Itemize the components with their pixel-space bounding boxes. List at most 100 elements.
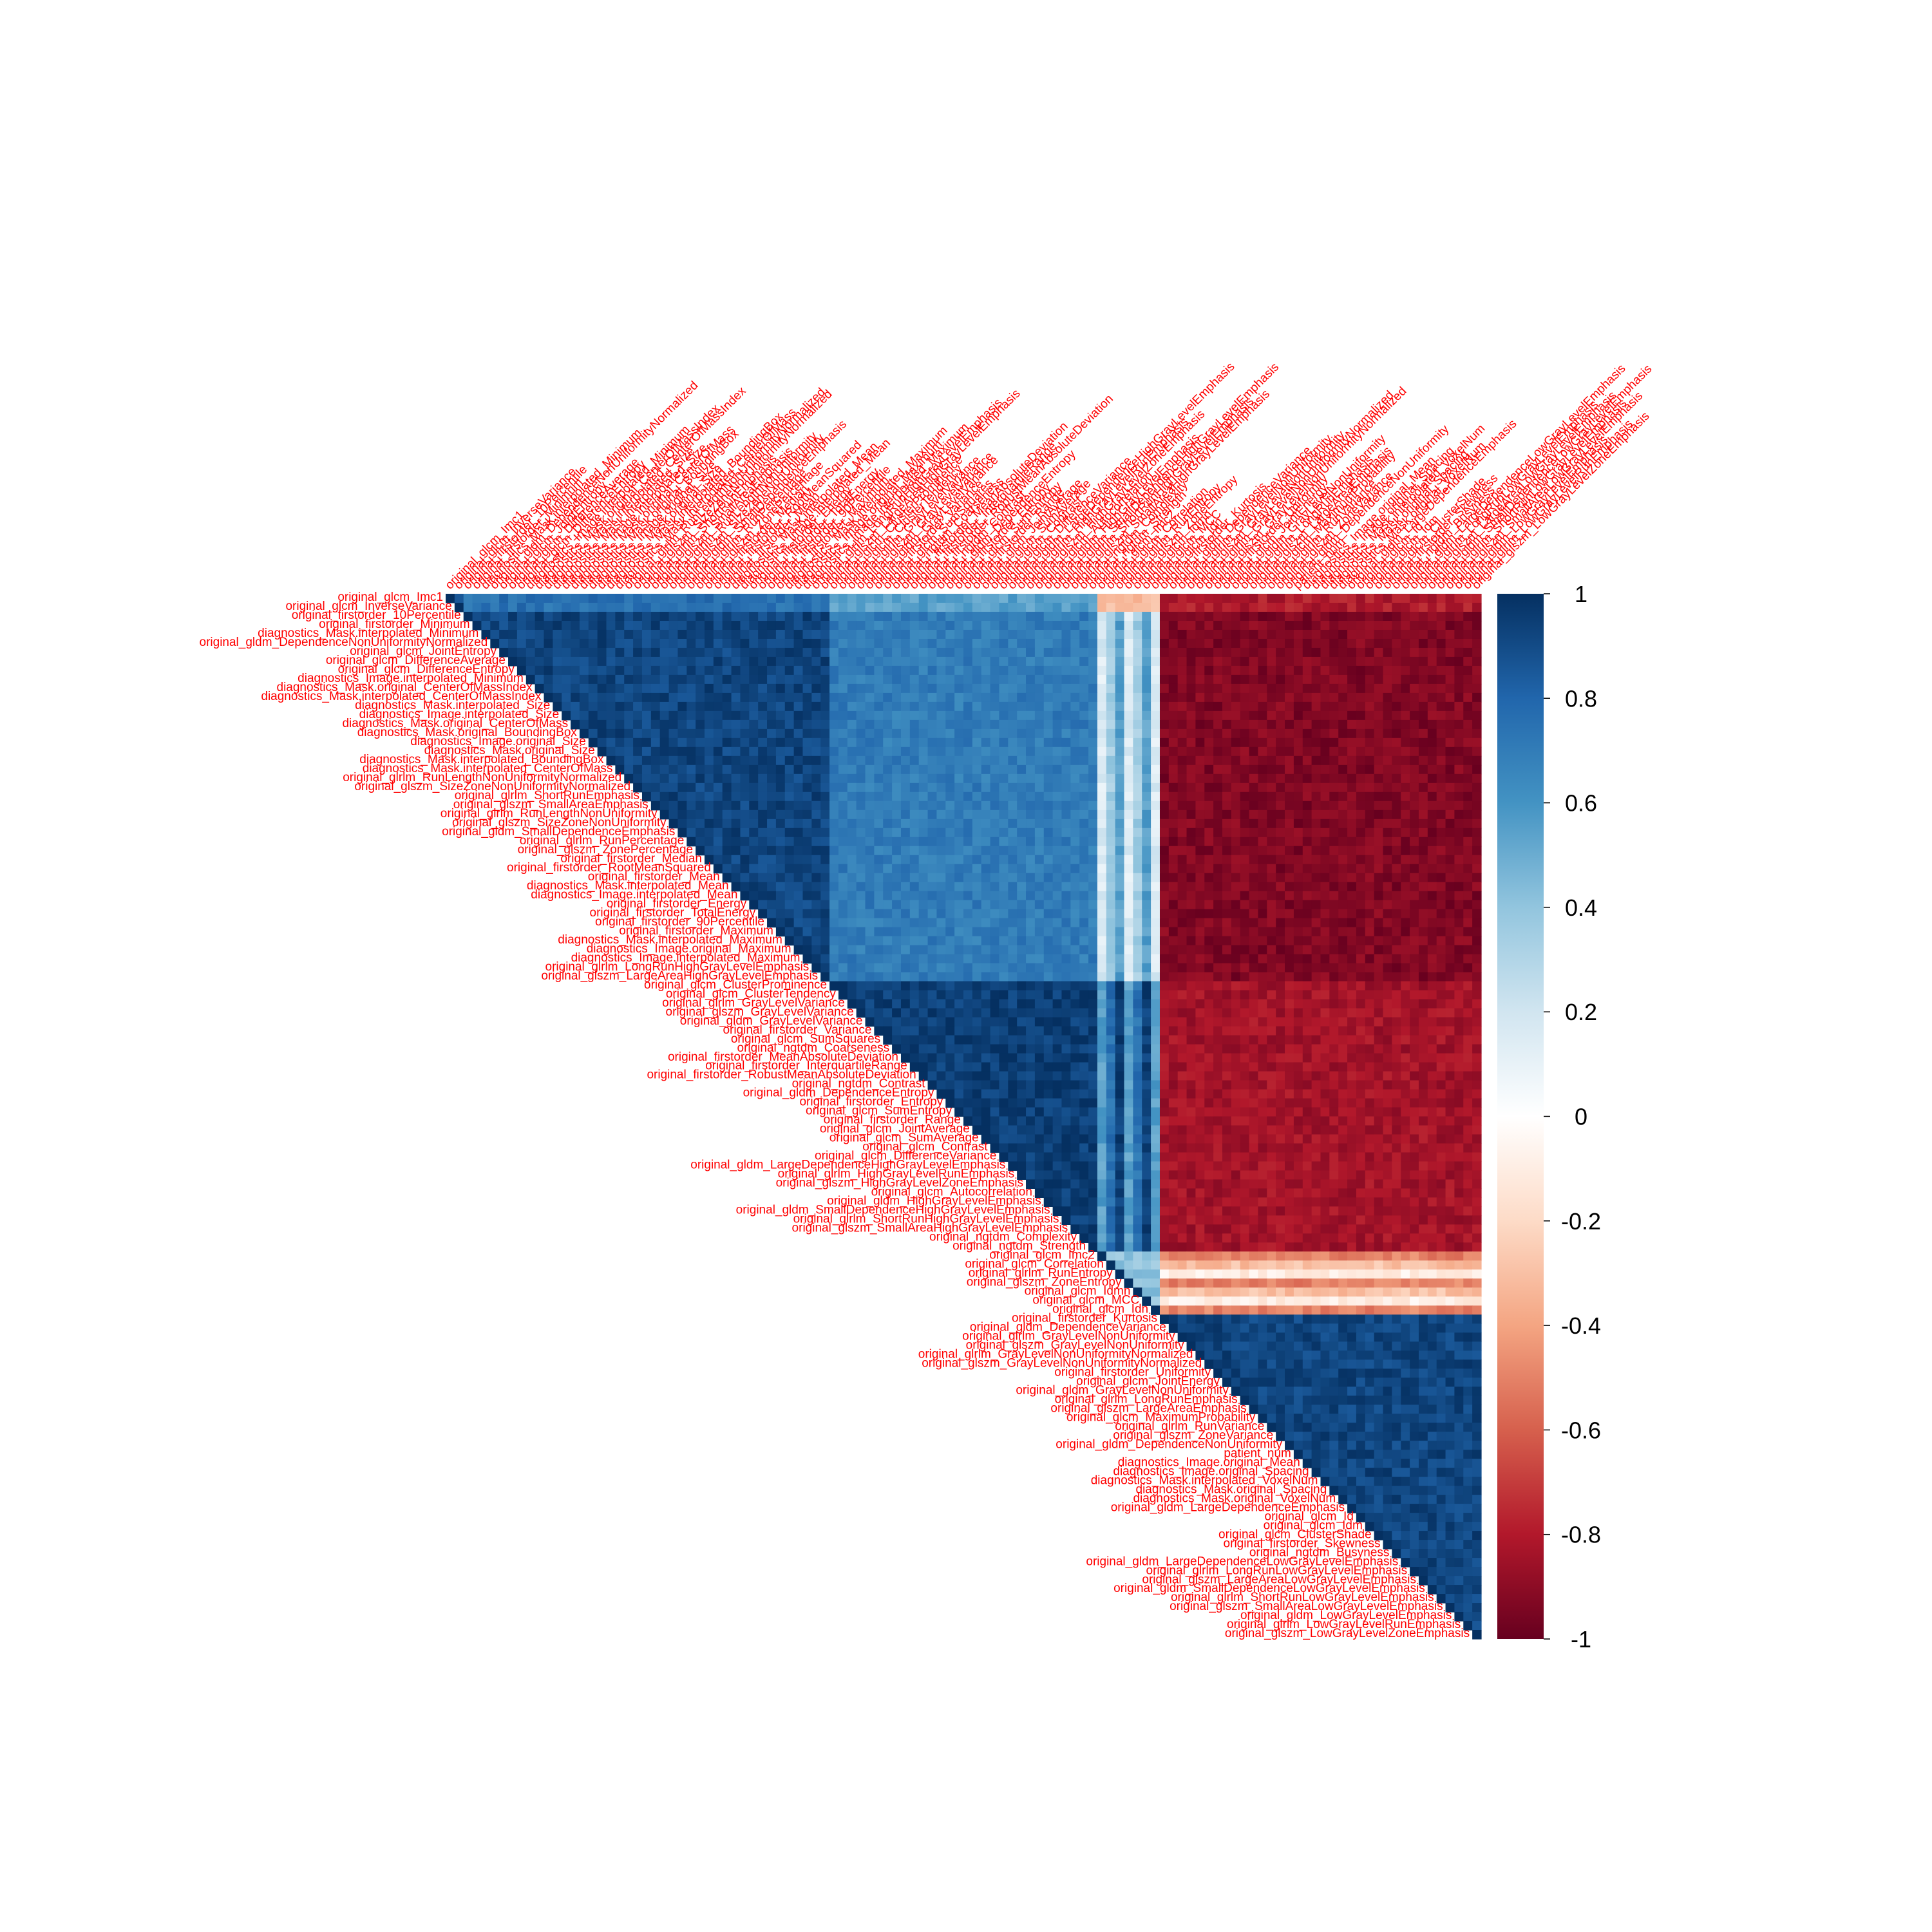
heatmap-cell	[963, 936, 973, 946]
heatmap-cell	[1231, 1080, 1241, 1090]
heatmap-cell	[1472, 647, 1482, 658]
heatmap-cell	[900, 665, 911, 676]
heatmap-cell	[1311, 800, 1321, 811]
heatmap-cell	[1293, 737, 1303, 748]
heatmap-cell	[1159, 846, 1170, 856]
heatmap-cell	[1061, 1071, 1071, 1081]
heatmap-cell	[1079, 918, 1089, 928]
heatmap-cell	[650, 719, 661, 730]
heatmap-cell	[883, 755, 893, 766]
heatmap-cell	[1293, 954, 1303, 964]
heatmap-cell	[954, 828, 964, 838]
heatmap-cell	[1043, 755, 1054, 766]
heatmap-cell	[865, 782, 875, 793]
heatmap-cell	[1231, 1035, 1241, 1045]
heatmap-cell	[1133, 1017, 1142, 1027]
heatmap-cell	[1124, 873, 1133, 883]
heatmap-cell	[722, 701, 732, 712]
heatmap-cell	[811, 846, 821, 856]
heatmap-cell	[687, 602, 696, 612]
heatmap-cell	[1079, 1044, 1089, 1054]
heatmap-cell	[1338, 945, 1348, 955]
heatmap-cell	[1445, 810, 1455, 820]
heatmap-cell	[1106, 846, 1116, 856]
heatmap-cell	[838, 800, 848, 811]
heatmap-cell	[847, 954, 857, 964]
heatmap-cell	[758, 683, 768, 694]
heatmap-cell	[1454, 900, 1464, 910]
heatmap-cell	[1231, 1071, 1241, 1081]
heatmap-cell	[1097, 791, 1107, 802]
heatmap-cell	[963, 1080, 973, 1090]
heatmap-cell	[1418, 990, 1428, 1000]
heatmap-cell	[1463, 909, 1473, 919]
heatmap-cell	[1302, 710, 1312, 721]
heatmap-cell	[1356, 1026, 1366, 1036]
heatmap-cell	[1463, 737, 1473, 748]
heatmap-cell	[1436, 638, 1446, 649]
heatmap-cell	[1418, 972, 1428, 982]
heatmap-cell	[900, 647, 911, 658]
heatmap-cell	[1311, 945, 1321, 955]
heatmap-cell	[615, 719, 625, 730]
heatmap-cell	[1115, 837, 1125, 847]
heatmap-cell	[981, 674, 991, 685]
heatmap-cell	[1034, 773, 1045, 784]
heatmap-cell	[1418, 846, 1428, 856]
heatmap-cell	[722, 665, 732, 676]
heatmap-cell	[820, 746, 830, 757]
heatmap-cell	[1195, 611, 1205, 621]
heatmap-cell	[1436, 882, 1446, 892]
heatmap-cell	[472, 594, 482, 603]
heatmap-cell	[687, 737, 696, 748]
heatmap-cell	[1142, 864, 1151, 874]
heatmap-cell	[1177, 972, 1188, 982]
heatmap-cell	[793, 909, 804, 919]
heatmap-cell	[1472, 1017, 1482, 1027]
heatmap-cell	[775, 855, 786, 865]
heatmap-cell	[802, 782, 812, 793]
heatmap-cell	[1026, 900, 1036, 910]
heatmap-cell	[945, 855, 955, 865]
heatmap-cell	[1106, 936, 1116, 946]
heatmap-cell	[624, 764, 634, 775]
heatmap-cell	[784, 791, 795, 802]
heatmap-cell	[999, 782, 1009, 793]
heatmap-cell	[1267, 882, 1276, 892]
heatmap-cell	[1070, 611, 1080, 621]
heatmap-cell	[767, 891, 777, 901]
heatmap-cell	[1213, 647, 1223, 658]
heatmap-cell	[775, 755, 786, 766]
heatmap-cell	[775, 683, 786, 694]
heatmap-cell	[954, 909, 964, 919]
heatmap-cell	[936, 683, 946, 694]
heatmap-cell	[1293, 981, 1303, 991]
heatmap-cell	[1356, 656, 1366, 667]
heatmap-cell	[1177, 1044, 1188, 1054]
heatmap-cell	[1258, 674, 1267, 685]
heatmap-cell	[1222, 819, 1232, 829]
heatmap-cell	[936, 629, 946, 639]
heatmap-cell	[936, 873, 946, 883]
heatmap-cell	[1213, 819, 1223, 829]
heatmap-cell	[900, 692, 911, 703]
heatmap-cell	[1320, 665, 1330, 676]
heatmap-cell	[722, 846, 732, 856]
heatmap-cell	[1052, 728, 1063, 739]
heatmap-cell	[900, 873, 911, 883]
heatmap-cell	[1177, 764, 1188, 775]
heatmap-cell	[1097, 819, 1107, 829]
heatmap-cell	[1436, 620, 1446, 630]
heatmap-cell	[927, 1035, 938, 1045]
heatmap-cell	[820, 755, 830, 766]
heatmap-cell	[1168, 773, 1179, 784]
heatmap-cell	[1249, 981, 1259, 991]
heatmap-cell	[1276, 918, 1285, 928]
heatmap-cell	[1026, 855, 1036, 865]
heatmap-cell	[1410, 1053, 1419, 1063]
heatmap-cell	[874, 594, 884, 603]
heatmap-cell	[1454, 701, 1464, 712]
heatmap-cell	[1267, 665, 1276, 676]
heatmap-cell	[1472, 620, 1482, 630]
heatmap-cell	[1052, 620, 1063, 630]
